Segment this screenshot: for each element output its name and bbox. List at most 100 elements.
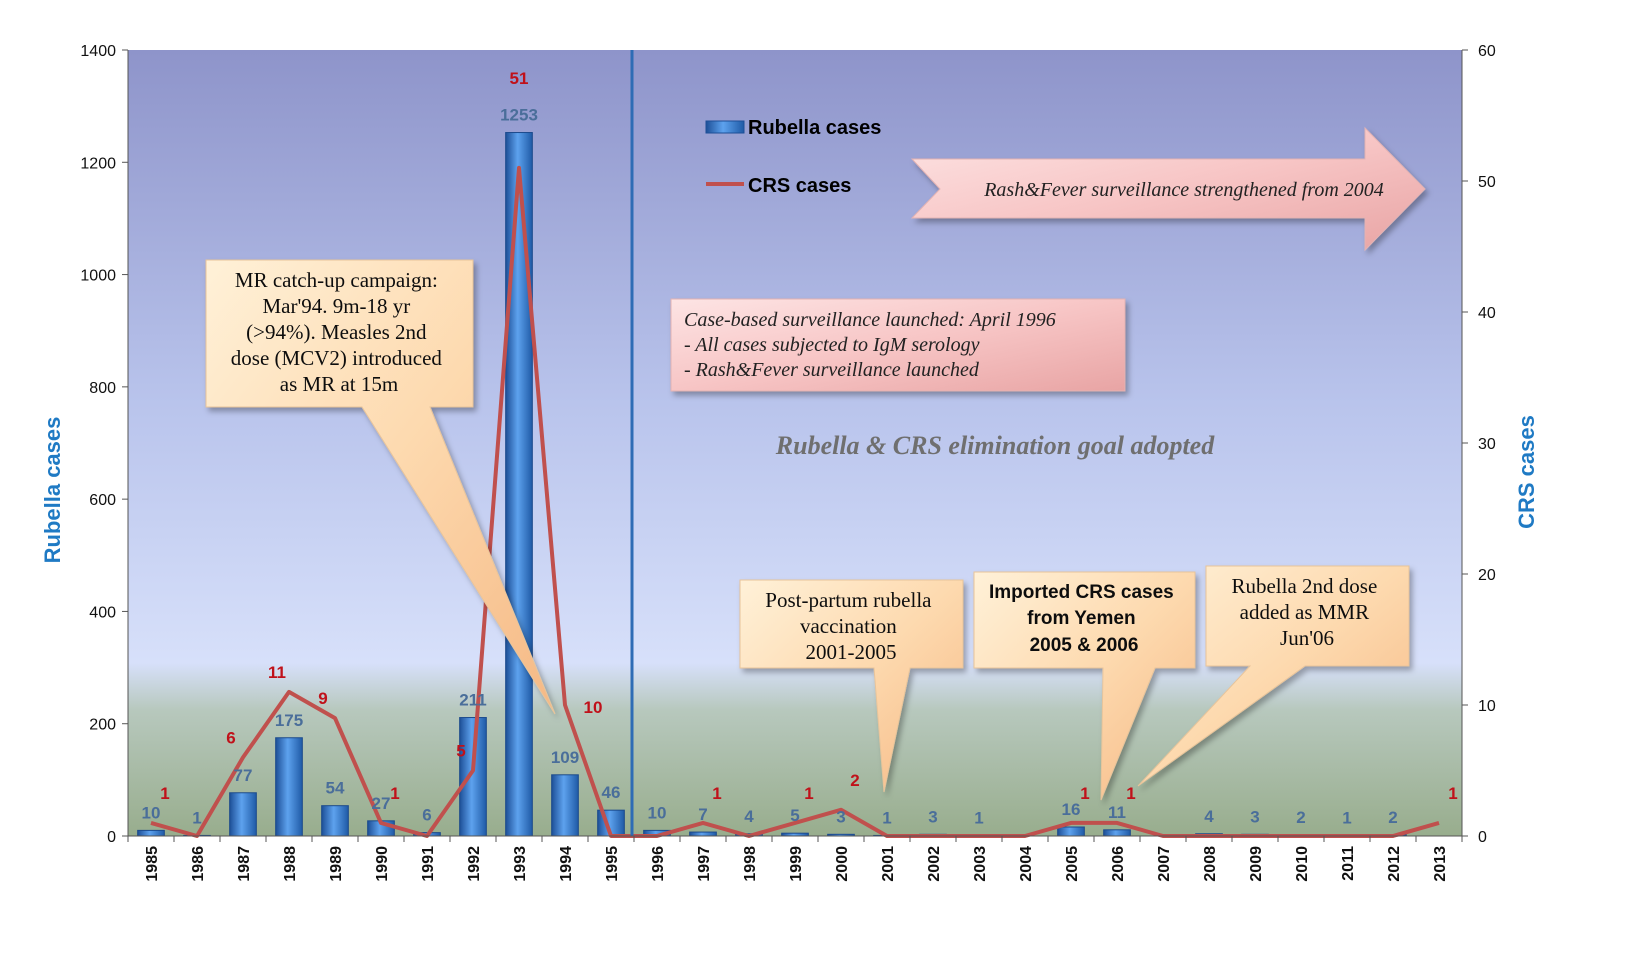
x-tick-label: 2000 [834, 846, 851, 882]
rubella-data-label: 1 [882, 808, 891, 827]
y-tick-label: 1200 [80, 155, 116, 172]
rubella-data-label: 4 [1204, 807, 1214, 826]
x-tick-label: 2004 [1018, 846, 1035, 882]
x-tick-label: 1991 [420, 846, 437, 882]
y2-axis-title: CRS cases [1514, 415, 1539, 529]
second-dose-line-1: Rubella 2nd dose [1231, 574, 1377, 598]
mr-campaign-line-4: dose (MCV2) introduced [231, 346, 443, 370]
x-tick-label: 1998 [742, 846, 759, 882]
mr-campaign-line-1: MR catch-up campaign: [235, 268, 438, 292]
y2-tick-label: 20 [1478, 567, 1496, 584]
rubella-data-label: 1 [192, 808, 201, 827]
crs-data-label: 1 [390, 784, 399, 803]
rubella-data-label: 10 [648, 803, 667, 822]
rubella-data-label: 3 [928, 807, 937, 826]
rubella-bar [321, 805, 349, 837]
post-partum-line-3: 2001-2005 [806, 640, 897, 664]
legend: Rubella cases CRS cases [705, 117, 881, 197]
case-based-line-2: - All cases subjected to IgM serology [684, 334, 980, 356]
rash-fever-label: Rash&Fever surveillance strengthened fro… [983, 179, 1384, 201]
x-tick-label: 1992 [466, 846, 483, 882]
x-tick-label: 1997 [696, 846, 713, 882]
elimination-goal-text: Rubella & CRS elimination goal adopted [775, 431, 1215, 460]
svg-text:Imported CRS cases from: Imported CRS cases from Yemen 2005 & 200… [989, 582, 1179, 656]
rubella-data-label: 27 [372, 794, 391, 813]
legend-bar-label: Rubella cases [748, 117, 881, 139]
imported-line-3: 2005 & 2006 [1030, 635, 1139, 656]
x-tick-label: 1989 [328, 846, 345, 882]
second-dose-line-2: added as MMR [1240, 600, 1370, 624]
rubella-data-label: 10 [142, 803, 161, 822]
rubella-data-label: 109 [551, 748, 579, 767]
y-tick-label: 0 [107, 829, 116, 846]
x-tick-label: 2010 [1294, 846, 1311, 882]
case-based-line-1: Case-based surveillance launched: April … [684, 309, 1056, 331]
crs-data-label: 9 [318, 689, 327, 708]
crs-data-label: 51 [510, 69, 529, 88]
rubella-data-label: 2 [1388, 808, 1397, 827]
crs-data-label: 10 [584, 698, 603, 717]
svg-text:MR catch-up campaign: Ma: MR catch-up campaign: Mar'94. 9m-18 yr (… [231, 268, 447, 396]
y2-tick-label: 40 [1478, 305, 1496, 322]
x-tick-label: 1986 [190, 846, 207, 882]
x-tick-label: 2003 [972, 846, 989, 882]
rubella-bar [1057, 826, 1085, 837]
rubella-data-label: 7 [698, 805, 707, 824]
y-tick-label: 200 [89, 717, 116, 734]
rubella-data-label: 211 [459, 691, 486, 710]
second-dose-line-3: Jun'06 [1280, 626, 1334, 650]
crs-data-label: 1 [804, 784, 813, 803]
x-tick-label: 2002 [926, 846, 943, 882]
rubella-data-label: 54 [326, 779, 345, 798]
rubella-bar [459, 717, 487, 837]
y2-tick-label: 50 [1478, 174, 1496, 191]
x-tick-label: 1995 [604, 846, 621, 882]
mr-campaign-callout: MR catch-up campaign: Mar'94. 9m-18 yr (… [205, 259, 556, 715]
post-partum-callout: Post-partum rubella vaccination 2001-200… [739, 579, 964, 793]
rubella-data-label: 4 [744, 807, 754, 826]
x-tick-label: 1999 [788, 846, 805, 882]
rubella-data-label: 46 [602, 783, 621, 802]
crs-data-label: 1 [712, 784, 721, 803]
case-based-note: Case-based surveillance launched: April … [670, 298, 1126, 392]
x-tick-label: 1985 [144, 846, 161, 882]
crs-data-label: 1 [1448, 784, 1457, 803]
rubella-data-label: 77 [234, 766, 253, 785]
rubella-data-label: 11 [1108, 803, 1126, 822]
x-tick-label: 2009 [1248, 846, 1265, 882]
crs-data-label: 2 [850, 771, 859, 790]
svg-text:Post-partum rubella vacc: Post-partum rubella vaccination 2001-200… [765, 588, 936, 664]
svg-text:Rubella 2nd dose added a: Rubella 2nd dose added as MMR Jun'06 [1231, 574, 1382, 650]
y-tick-label: 400 [89, 604, 116, 621]
post-partum-line-1: Post-partum rubella [765, 588, 932, 612]
rubella-bar [551, 774, 579, 837]
crs-data-label: 1 [1126, 784, 1135, 803]
rubella-bar [229, 792, 257, 837]
mr-campaign-line-3: (>94%). Measles 2nd [246, 320, 427, 344]
imported-line-2: from Yemen [1027, 608, 1135, 629]
svg-text:Case-based surveillance launch: Case-based surveillance launched: April … [684, 309, 1061, 381]
rubella-data-label: 5 [790, 806, 799, 825]
rubella-data-label: 3 [1250, 807, 1259, 826]
x-tick-label: 1993 [512, 846, 529, 882]
crs-data-label: 1 [1080, 784, 1089, 803]
y2-tick-label: 30 [1478, 436, 1496, 453]
x-tick-label: 1996 [650, 846, 667, 882]
y2-tick-label: 10 [1478, 698, 1496, 715]
rubella-data-label: 2 [1296, 808, 1305, 827]
y-tick-label: 1400 [80, 43, 116, 60]
rubella-bar [1103, 829, 1131, 837]
crs-data-label: 6 [226, 728, 235, 747]
rubella-data-label: 1253 [500, 106, 538, 125]
x-tick-label: 1994 [558, 846, 575, 882]
mr-campaign-line-2: Mar'94. 9m-18 yr [262, 294, 410, 318]
rubella-data-label: 175 [275, 711, 303, 730]
x-tick-label: 2006 [1110, 846, 1127, 882]
x-tick-label: 2013 [1432, 846, 1449, 882]
rubella-data-label: 6 [422, 806, 431, 825]
crs-data-label: 11 [268, 663, 286, 682]
crs-data-label: 5 [456, 742, 465, 761]
legend-bar-swatch [705, 120, 745, 134]
y2-tick-label: 60 [1478, 43, 1496, 60]
y2-tick-label: 0 [1478, 829, 1487, 846]
